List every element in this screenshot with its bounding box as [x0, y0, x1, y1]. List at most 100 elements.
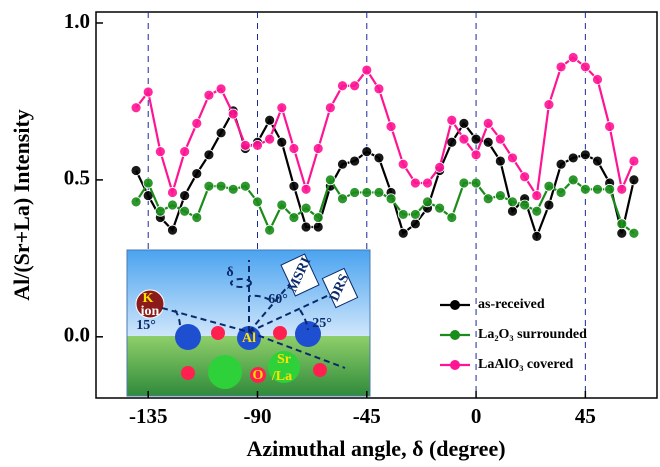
legend-marker — [450, 330, 460, 340]
marker — [240, 140, 250, 150]
marker — [131, 103, 141, 113]
marker — [398, 209, 408, 219]
marker — [265, 115, 275, 125]
marker — [605, 184, 615, 194]
x-tick-label: -45 — [353, 404, 381, 428]
marker — [593, 74, 603, 84]
marker — [483, 118, 493, 128]
marker — [386, 194, 396, 204]
marker — [495, 134, 505, 144]
marker — [483, 137, 493, 147]
marker — [289, 181, 299, 191]
inset-label: Sr — [277, 352, 291, 367]
marker — [362, 147, 372, 157]
inset-label: 25° — [312, 316, 332, 331]
marker — [155, 147, 165, 157]
marker — [277, 103, 287, 113]
marker — [447, 213, 457, 223]
marker — [459, 118, 469, 128]
marker — [338, 194, 348, 204]
marker — [410, 219, 420, 229]
marker — [580, 184, 590, 194]
marker — [617, 219, 627, 229]
marker — [532, 206, 542, 216]
legend-label: La₂O₃ surrounded — [478, 327, 587, 342]
marker — [240, 181, 250, 191]
marker — [374, 153, 384, 163]
marker — [508, 197, 518, 207]
marker — [435, 203, 445, 213]
marker — [362, 187, 372, 197]
marker — [253, 140, 263, 150]
marker — [374, 84, 384, 94]
series-line — [136, 111, 634, 237]
x-axis-label: Azimuthal angle, δ (degree) — [246, 436, 505, 461]
legend-marker — [450, 300, 460, 310]
marker — [143, 87, 153, 97]
inset-label: δ — [226, 265, 233, 280]
marker — [508, 153, 518, 163]
marker — [168, 187, 178, 197]
legend-label: as-received — [478, 297, 545, 312]
marker — [216, 84, 226, 94]
marker — [532, 191, 542, 201]
marker — [289, 144, 299, 154]
marker — [629, 156, 639, 166]
inset-label: 60° — [268, 292, 288, 307]
marker — [447, 115, 457, 125]
marker — [301, 203, 311, 213]
y-axis-label: Al/(Sr+La) Intensity — [9, 109, 34, 301]
marker — [265, 134, 275, 144]
inset-label: Al — [242, 331, 256, 346]
x-tick-label: 45 — [575, 404, 596, 428]
marker — [629, 175, 639, 185]
marker — [471, 178, 481, 188]
marker — [544, 200, 554, 210]
marker — [301, 184, 311, 194]
marker — [544, 100, 554, 110]
marker — [277, 137, 287, 147]
marker — [192, 213, 202, 223]
marker — [410, 178, 420, 188]
marker — [362, 65, 372, 75]
marker — [398, 159, 408, 169]
marker — [155, 206, 165, 216]
marker — [520, 172, 530, 182]
series-layer — [131, 53, 639, 242]
inset-label: ion — [141, 304, 160, 319]
marker — [593, 184, 603, 194]
marker — [313, 144, 323, 154]
marker — [204, 90, 214, 100]
marker — [410, 209, 420, 219]
marker — [483, 194, 493, 204]
marker — [580, 62, 590, 72]
marker — [313, 222, 323, 232]
marker — [289, 213, 299, 223]
marker — [447, 137, 457, 147]
marker — [131, 197, 141, 207]
legend-marker — [450, 360, 460, 370]
marker — [435, 162, 445, 172]
marker — [568, 53, 578, 63]
marker — [228, 109, 238, 119]
marker — [228, 184, 238, 194]
marker — [556, 187, 566, 197]
marker — [277, 200, 287, 210]
marker — [495, 191, 505, 201]
marker — [325, 103, 335, 113]
marker — [532, 231, 542, 241]
marker — [325, 175, 335, 185]
marker — [471, 150, 481, 160]
inset-label: 15° — [136, 318, 156, 333]
marker — [495, 156, 505, 166]
marker — [508, 206, 518, 216]
marker — [459, 178, 469, 188]
marker — [423, 197, 433, 207]
marker — [459, 134, 469, 144]
marker — [350, 81, 360, 91]
y-tick-label: 1.0 — [64, 9, 90, 33]
marker — [398, 228, 408, 238]
marker — [556, 62, 566, 72]
y-tick-label: 0.5 — [64, 166, 90, 190]
marker — [386, 122, 396, 132]
